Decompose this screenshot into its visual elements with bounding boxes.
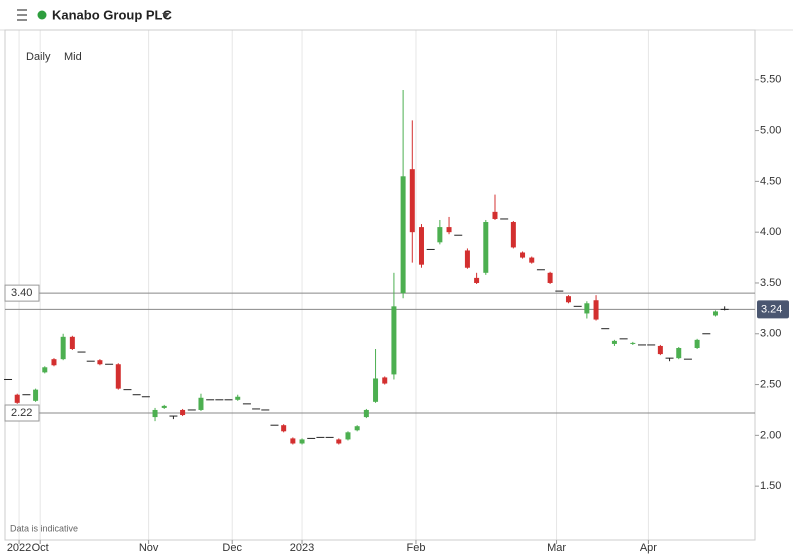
reference-label: 3.40 [11, 287, 32, 299]
candle-body [180, 409, 186, 416]
candle-body [299, 439, 305, 444]
candle-body [42, 367, 48, 373]
candle-body [630, 342, 636, 344]
candle-body [51, 359, 57, 366]
candle-body [115, 364, 121, 389]
y-tick-label: 2.50 [760, 378, 781, 390]
candle-body [373, 378, 379, 402]
price-type[interactable]: Mid [64, 51, 82, 63]
reference-label-box [4, 284, 40, 302]
candle-body [391, 306, 397, 375]
y-tick-label: 1.50 [760, 480, 781, 492]
candle-body [492, 211, 498, 219]
y-tick-label: 5.00 [760, 124, 781, 136]
price-tag [757, 300, 789, 319]
candle-body [235, 396, 241, 400]
dropdown-arrow[interactable] [162, 13, 170, 18]
y-tick-label: 2.00 [760, 429, 781, 441]
candle-body [520, 252, 526, 258]
candle-body [418, 227, 424, 265]
x-tick-label: Apr [640, 542, 657, 554]
x-tick-label: Feb [406, 542, 425, 554]
candle-body [593, 300, 599, 320]
candle-body [474, 277, 480, 283]
instrument-title[interactable]: Kanabo Group PLC [52, 7, 173, 22]
candle-body [290, 438, 296, 444]
candle-body [161, 405, 167, 408]
candle-body [712, 311, 718, 316]
y-tick-label: 3.50 [760, 277, 781, 289]
candle-body [446, 227, 452, 233]
candle-body [510, 222, 516, 248]
x-tick-label: Mar [547, 542, 566, 554]
candle-body [676, 347, 682, 359]
candle-body [694, 339, 700, 348]
candle-body [281, 425, 287, 432]
candle-body [611, 340, 617, 344]
x-tick-label: Oct [32, 542, 49, 554]
note: Data is indicative [10, 523, 78, 533]
candle-body [336, 439, 342, 444]
x-tick-label: 2023 [290, 542, 314, 554]
interval[interactable]: Daily [26, 51, 51, 63]
menu-icon[interactable] [17, 9, 27, 21]
y-tick-label: 4.50 [760, 175, 781, 187]
candle-body [152, 409, 158, 418]
candle-body [69, 336, 75, 350]
y-tick-label: 5.50 [760, 74, 781, 86]
candle-body [409, 169, 415, 233]
candle-body [382, 377, 388, 384]
y-tick-label: 3.00 [760, 328, 781, 340]
candle-body [198, 397, 204, 410]
candle-body [547, 272, 553, 283]
reference-label-box [4, 404, 40, 422]
y-tick-label: 4.00 [760, 226, 781, 238]
candle-body [529, 257, 535, 263]
candle-body [354, 426, 360, 431]
candle-body [400, 176, 406, 294]
x-tick-label: Dec [222, 542, 242, 554]
x-tick-label: Nov [139, 542, 159, 554]
candle-body [363, 409, 369, 418]
candle-body [483, 222, 489, 273]
candle-body [584, 303, 590, 314]
price-tag-label: 3.24 [761, 303, 782, 315]
candle-body [97, 360, 103, 365]
candle-body [657, 345, 663, 355]
candle-body [14, 394, 20, 403]
candle-body [565, 296, 571, 303]
candle-body [437, 227, 443, 243]
status-dot [37, 10, 47, 20]
reference-label: 2.22 [11, 407, 32, 419]
candle-body [464, 250, 470, 268]
candle-body [345, 432, 351, 440]
candle-body [60, 336, 66, 360]
x-tick-label: 2022 [7, 542, 31, 554]
candle-body [33, 389, 39, 401]
